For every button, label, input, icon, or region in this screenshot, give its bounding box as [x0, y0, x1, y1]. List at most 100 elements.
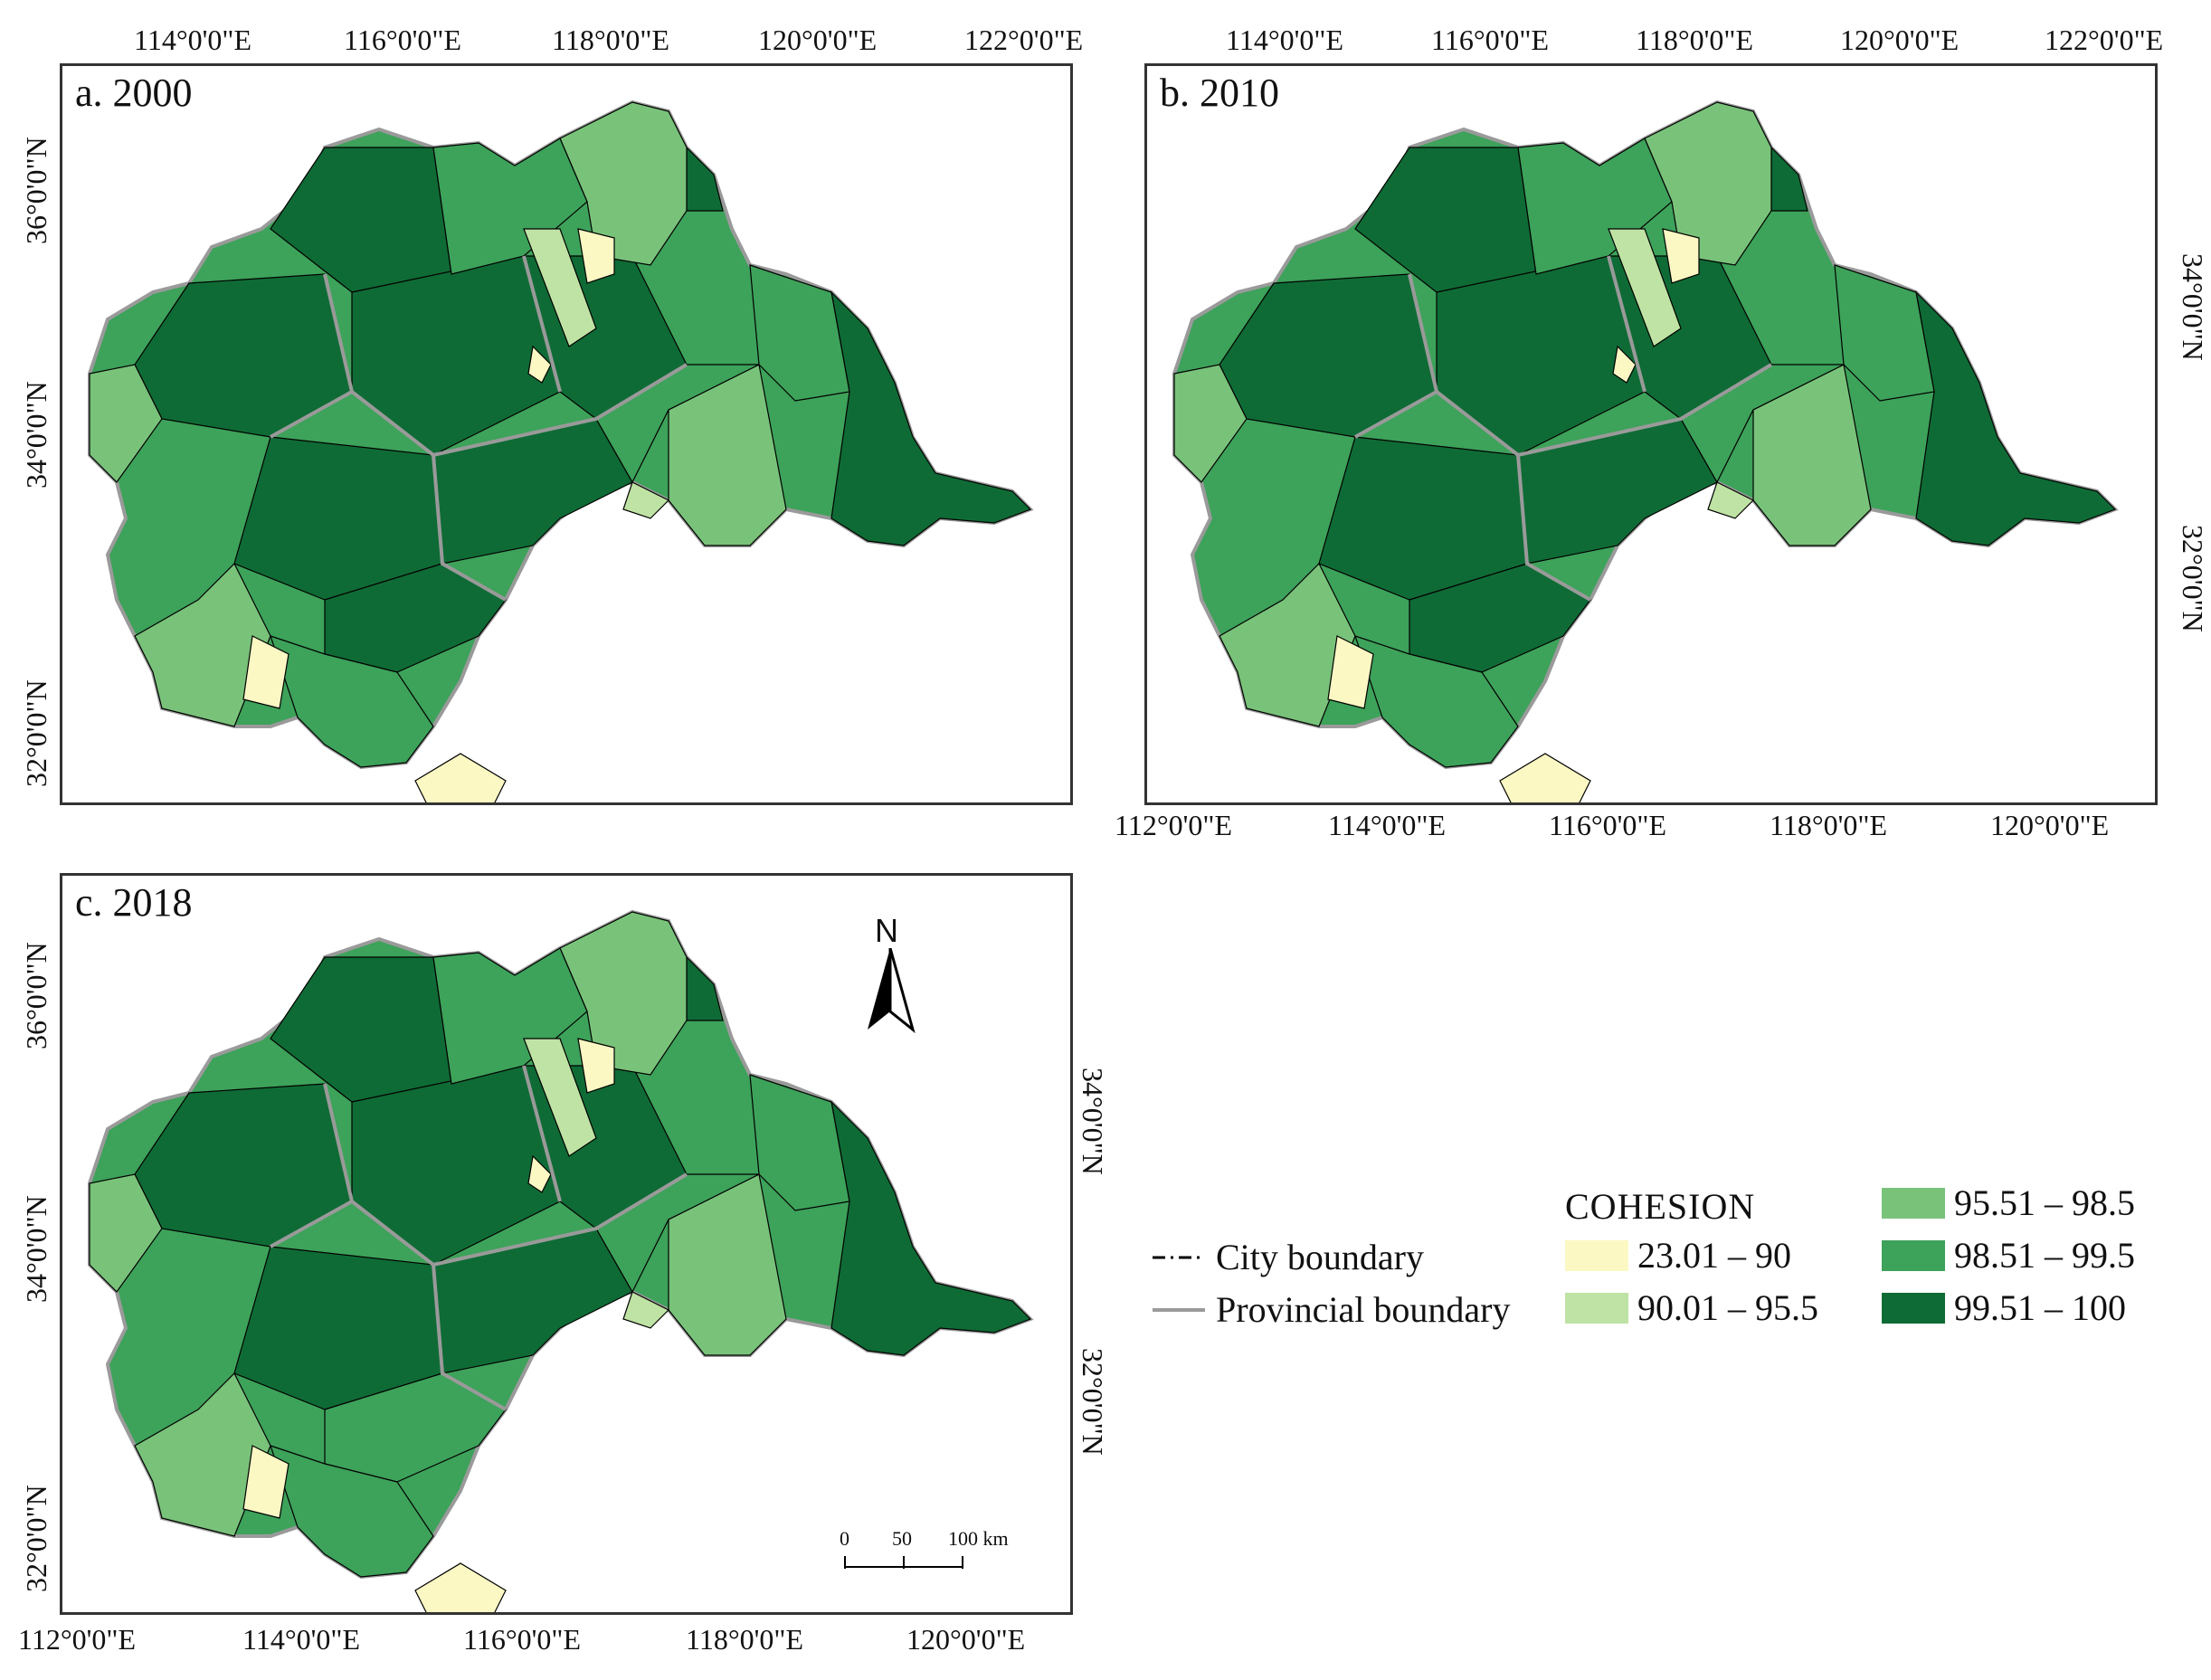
- tick-right-b-2: 32°0'0"N: [2177, 525, 2209, 632]
- tick-right-c-2: 32°0'0"N: [1077, 1348, 1109, 1456]
- region-patch: [527, 345, 552, 384]
- region-patch: [622, 1291, 670, 1329]
- swatch: [1565, 1240, 1628, 1271]
- north-arrow-icon: [868, 948, 916, 1034]
- region-patch: [1173, 364, 1248, 483]
- region-patch: [749, 1074, 850, 1211]
- region-patch: [414, 753, 507, 802]
- region-patch: [830, 290, 1032, 546]
- region-patch: [1499, 753, 1591, 802]
- provincial-boundary: [270, 255, 688, 602]
- region-patch: [559, 101, 688, 266]
- region-patch: [1354, 635, 1519, 768]
- tick-bottom-c-5: 120°0'0"E: [906, 1623, 1026, 1656]
- region-patch: [830, 1100, 1032, 1356]
- region-patch: [559, 911, 688, 1076]
- region-patch: [577, 1038, 615, 1094]
- swatch: [1882, 1188, 1945, 1219]
- region-patch: [1517, 138, 1673, 275]
- provincial-boundary: [270, 1065, 688, 1411]
- tick-top-a-1: 114°0'0"E: [134, 24, 251, 56]
- tick-left-a-2: 34°0'0"N: [20, 381, 52, 489]
- tick-left-a-1: 36°0'0"N: [20, 137, 52, 244]
- class-range: 23.01 – 90: [1637, 1235, 1791, 1276]
- tick-bottom-c-2: 114°0'0"E: [242, 1623, 360, 1656]
- region-patch: [1612, 345, 1637, 384]
- panel-label: a. 2000: [75, 71, 193, 115]
- scale-bar: 0 50 100 km: [836, 1527, 1017, 1581]
- tick-left-a-4: 32°0'0"N: [20, 679, 52, 787]
- tick-top-b-5: 122°0'0"E: [2045, 24, 2164, 56]
- panel-label: b. 2010: [1160, 71, 1279, 115]
- region-patch: [270, 635, 434, 768]
- tick-bottom-b-4: 118°0'0"E: [1770, 809, 1887, 841]
- tick-bottom-c-4: 118°0'0"E: [686, 1623, 803, 1656]
- legend-line-label: Provincial boundary: [1216, 1289, 1511, 1330]
- north-label: N: [875, 912, 898, 949]
- swatch: [1882, 1293, 1945, 1324]
- tick-top-b-2: 116°0'0"E: [1431, 24, 1549, 56]
- tick-bottom-b-5: 120°0'0"E: [1990, 809, 2110, 841]
- region-patch: [1644, 101, 1772, 266]
- dash-dot-line-icon: [1153, 1256, 1205, 1259]
- tick-right-b-1: 34°0'0"N: [2177, 253, 2209, 361]
- region-patch: [432, 947, 588, 1085]
- map-panel-2018: c. 2018 N 0 50 100 km: [60, 873, 1073, 1615]
- map-panel-2010: b. 2010: [1144, 63, 2158, 805]
- class-range: 99.51 – 100: [1954, 1287, 2126, 1328]
- region-patch: [1327, 635, 1374, 709]
- region-patch: [523, 228, 597, 347]
- scale-label-0: 0: [840, 1527, 849, 1550]
- map-2018: [88, 909, 1034, 1612]
- panel-label: c. 2018: [75, 880, 193, 925]
- scale-label-100: 100 km: [948, 1527, 1009, 1550]
- region-patch: [134, 1372, 271, 1537]
- region-patch: [1834, 264, 1935, 402]
- tick-bottom-b-2: 114°0'0"E: [1328, 809, 1446, 841]
- map-panel-2000: a. 2000: [60, 63, 1073, 805]
- tick-right-c-1: 34°0'0"N: [1077, 1068, 1109, 1175]
- provincial-boundary: [1354, 255, 1773, 602]
- swatch: [1882, 1240, 1945, 1271]
- tick-left-c-1: 36°0'0"N: [20, 942, 52, 1049]
- tick-left-c-2: 34°0'0"N: [20, 1195, 52, 1303]
- region-shapes: [1172, 100, 2119, 802]
- tick-bottom-b-3: 116°0'0"E: [1549, 809, 1666, 841]
- tick-top-a-4: 120°0'0"E: [758, 24, 878, 56]
- class-range: 90.01 – 95.5: [1637, 1287, 1818, 1328]
- legend-title: COHESION: [1565, 1186, 1756, 1227]
- tick-top-b-4: 120°0'0"E: [1840, 24, 1960, 56]
- region-patch: [89, 1173, 163, 1293]
- tick-left-c-4: 32°0'0"N: [20, 1485, 52, 1592]
- region-patch: [432, 138, 588, 275]
- map-2000: [88, 100, 1034, 802]
- legend-line-label: City boundary: [1216, 1237, 1424, 1277]
- tick-top-a-5: 122°0'0"E: [964, 24, 1084, 56]
- region-patch: [89, 364, 163, 483]
- region-patch: [686, 146, 724, 212]
- tick-top-b-1: 114°0'0"E: [1226, 24, 1343, 56]
- region-patch: [1608, 228, 1682, 347]
- region-shapes: [88, 100, 1034, 802]
- region-patch: [242, 1445, 289, 1519]
- region-patch: [686, 955, 724, 1021]
- scale-label-50: 50: [892, 1527, 912, 1550]
- tick-top-a-3: 118°0'0"E: [552, 24, 669, 56]
- tick-bottom-c-3: 116°0'0"E: [463, 1623, 581, 1656]
- scale-bar-graphic: [844, 1556, 963, 1569]
- north-arrow: N: [859, 912, 922, 1039]
- region-patch: [527, 1154, 552, 1193]
- region-patch: [134, 562, 271, 727]
- solid-line-icon: [1153, 1308, 1205, 1312]
- tick-bottom-c-1: 112°0'0"E: [18, 1623, 136, 1656]
- tick-bottom-b-1: 112°0'0"E: [1115, 809, 1232, 841]
- region-patch: [1219, 562, 1356, 727]
- tick-top-b-3: 118°0'0"E: [1636, 24, 1753, 56]
- region-patch: [414, 1562, 507, 1612]
- region-patch: [1707, 481, 1755, 519]
- region-patch: [1770, 146, 1808, 212]
- region-patch: [270, 1445, 434, 1578]
- class-range: 98.51 – 99.5: [1954, 1235, 2135, 1276]
- region-patch: [577, 228, 615, 284]
- region-patch: [523, 1038, 597, 1157]
